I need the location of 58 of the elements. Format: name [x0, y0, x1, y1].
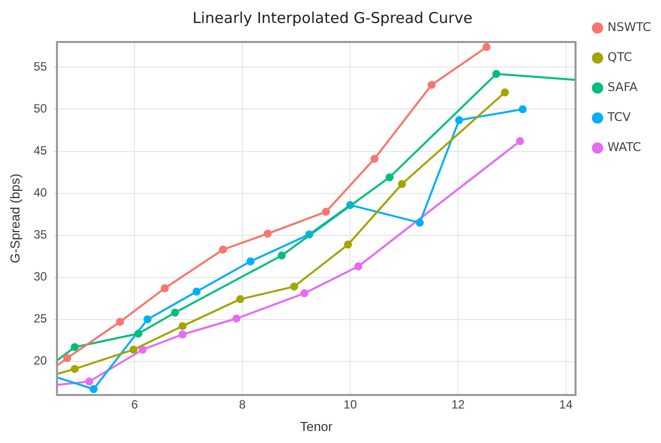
x-tick-label: 10 — [344, 398, 358, 412]
x-tick-label: 14 — [559, 398, 573, 412]
point — [70, 364, 79, 373]
chart-title: Linearly Interpolated G-Spread Curve — [192, 8, 472, 27]
point — [178, 322, 187, 330]
y-tick-label: 40 — [34, 186, 48, 200]
x-tick-label: 6 — [131, 398, 138, 412]
point — [246, 257, 254, 266]
y-tick-label: 20 — [34, 354, 48, 368]
point — [138, 346, 147, 354]
point — [70, 343, 79, 352]
point — [300, 289, 308, 298]
point — [455, 116, 464, 124]
point — [63, 354, 72, 362]
point — [264, 230, 272, 238]
point — [518, 105, 527, 114]
point — [290, 282, 298, 291]
point — [482, 43, 491, 52]
point — [129, 346, 138, 354]
point — [398, 180, 406, 188]
point — [144, 315, 152, 324]
legend-label: QTC — [608, 50, 632, 64]
y-tick-label: 35 — [34, 228, 48, 242]
point — [232, 314, 240, 323]
legend-label: SAFA — [608, 80, 638, 94]
legend-label: NSWTC — [608, 20, 652, 34]
legend-label: TCV — [606, 110, 632, 124]
x-tick-label: 12 — [451, 398, 466, 412]
point — [171, 308, 180, 317]
x-axis-title: Tenor — [300, 418, 334, 434]
point — [160, 284, 169, 292]
y-tick-label: 25 — [34, 312, 48, 326]
point — [516, 137, 524, 146]
y-tick-label: 30 — [34, 270, 48, 284]
x-tick-label: 8 — [239, 398, 246, 412]
point — [218, 246, 227, 254]
point — [134, 330, 142, 338]
point — [90, 385, 98, 394]
y-tick-label: 50 — [34, 102, 48, 116]
point — [192, 288, 201, 296]
point — [116, 318, 124, 326]
point — [344, 240, 352, 249]
point — [354, 262, 362, 270]
point — [370, 154, 378, 163]
legend-label: WATC — [608, 140, 642, 154]
point — [178, 330, 187, 338]
point — [492, 70, 500, 78]
point — [500, 88, 509, 96]
point — [322, 208, 330, 216]
point — [416, 218, 424, 227]
y-tick-label: 45 — [34, 144, 48, 158]
point — [428, 80, 436, 89]
y-axis-title: G-Spread (bps) — [7, 174, 22, 264]
point — [278, 251, 286, 260]
y-tick-label: 55 — [34, 60, 48, 74]
point — [386, 173, 394, 182]
point — [85, 378, 94, 386]
point — [236, 295, 244, 304]
